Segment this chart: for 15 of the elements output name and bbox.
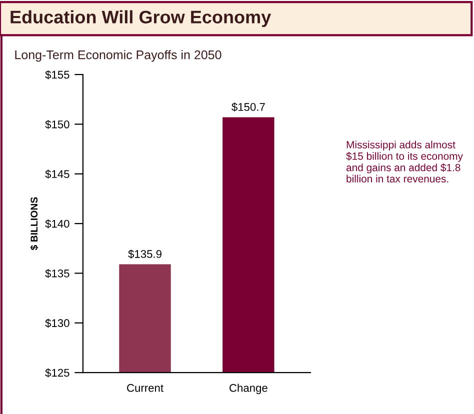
chart-subtitle: Long-Term Economic Payoffs in 2050: [15, 50, 222, 62]
x-tick-label: Change: [230, 384, 268, 394]
y-tick-label: $155: [45, 70, 70, 80]
y-tick-label: $130: [45, 318, 70, 328]
y-tick-label: $125: [45, 368, 70, 378]
y-axis-title: $ BILLIONS: [30, 197, 38, 250]
y-tick-label: $150: [45, 120, 70, 129]
data-label: $135.9: [128, 250, 162, 259]
x-tick-label: Current: [127, 384, 164, 392]
chart-title: Education Will Grow Economy: [10, 10, 272, 28]
y-tick-label: $140: [45, 219, 70, 228]
data-label: $150.7: [232, 102, 265, 112]
text: Mississippi adds almost $15 billion to its economy and gains an added $1.8 billion in tax revenues.: [346, 140, 463, 182]
y-tick-label: $145: [45, 170, 70, 179]
y-tick-label: $135: [45, 269, 70, 278]
